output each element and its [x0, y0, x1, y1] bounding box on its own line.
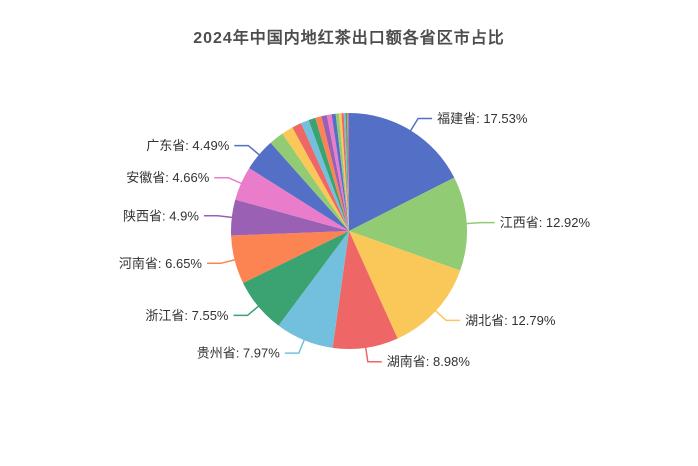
- slice-label-line: [203, 215, 233, 219]
- pie-slice-湖南省[interactable]: [332, 231, 398, 349]
- slice-label-安徽省: 安徽省: 4.66%: [126, 170, 210, 185]
- slice-label-line: [409, 117, 433, 132]
- pie-slice-浙江省[interactable]: [243, 231, 349, 326]
- slice-label-贵州省: 贵州省: 7.97%: [197, 346, 281, 361]
- pie-slice-small-24[interactable]: [345, 113, 349, 231]
- pie-slice-small-26[interactable]: [348, 112, 349, 231]
- pie-slice-small-15[interactable]: [308, 117, 349, 231]
- pie-slice-small-22[interactable]: [341, 113, 349, 231]
- slice-label-广东省: 广东省: 4.49%: [146, 138, 230, 153]
- pie-slice-广东省[interactable]: [249, 142, 349, 231]
- pie-slice-湖北省[interactable]: [349, 231, 461, 339]
- pie-slice-small-23[interactable]: [343, 113, 349, 231]
- pie-slice-河南省[interactable]: [231, 231, 349, 283]
- slice-label-湖南省: 湖南省: 8.98%: [387, 354, 471, 369]
- slice-label-浙江省: 浙江省: 7.55%: [145, 308, 229, 323]
- slice-label-line: [434, 309, 461, 322]
- slice-label-河南省: 河南省: 6.65%: [119, 256, 203, 271]
- slice-label-line: [207, 258, 236, 265]
- pie-slice-small-18[interactable]: [326, 114, 349, 231]
- slice-label-湖北省: 湖北省: 12.79%: [465, 313, 556, 328]
- pie-slice-small-13[interactable]: [292, 123, 349, 231]
- pie-slice-福建省[interactable]: [349, 113, 455, 231]
- pie-slice-small-16[interactable]: [315, 116, 349, 231]
- pie-slice-small-21[interactable]: [338, 113, 349, 231]
- chart-title: 2024年中国内地红茶出口额各省区市占比: [193, 30, 505, 47]
- slice-label-line: [234, 144, 261, 156]
- slice-label-line: [465, 221, 495, 225]
- slice-label-陕西省: 陕西省: 4.9%: [123, 208, 199, 223]
- pie-slice-small-12[interactable]: [282, 127, 349, 231]
- pie-slice-陕西省[interactable]: [231, 199, 349, 236]
- pie-slice-small-14[interactable]: [301, 120, 349, 231]
- pie-slice-small-11[interactable]: [270, 133, 349, 231]
- slice-label-line: [284, 338, 306, 354]
- slice-label-江西省: 江西省: 12.92%: [500, 215, 591, 230]
- pie-slice-small-17[interactable]: [321, 115, 349, 231]
- pie-slice-small-20[interactable]: [335, 113, 349, 231]
- pie-slice-small-25[interactable]: [347, 113, 349, 231]
- pie-slice-small-19[interactable]: [331, 113, 349, 231]
- slice-label-福建省: 福建省: 17.53%: [437, 111, 528, 126]
- slice-label-line: [214, 176, 243, 185]
- pie-slice-江西省[interactable]: [349, 177, 467, 271]
- pie-slice-贵州省[interactable]: [278, 231, 349, 348]
- slice-label-line: [364, 346, 382, 363]
- slice-label-line: [233, 305, 260, 317]
- pie-slice-安徽省[interactable]: [235, 168, 349, 231]
